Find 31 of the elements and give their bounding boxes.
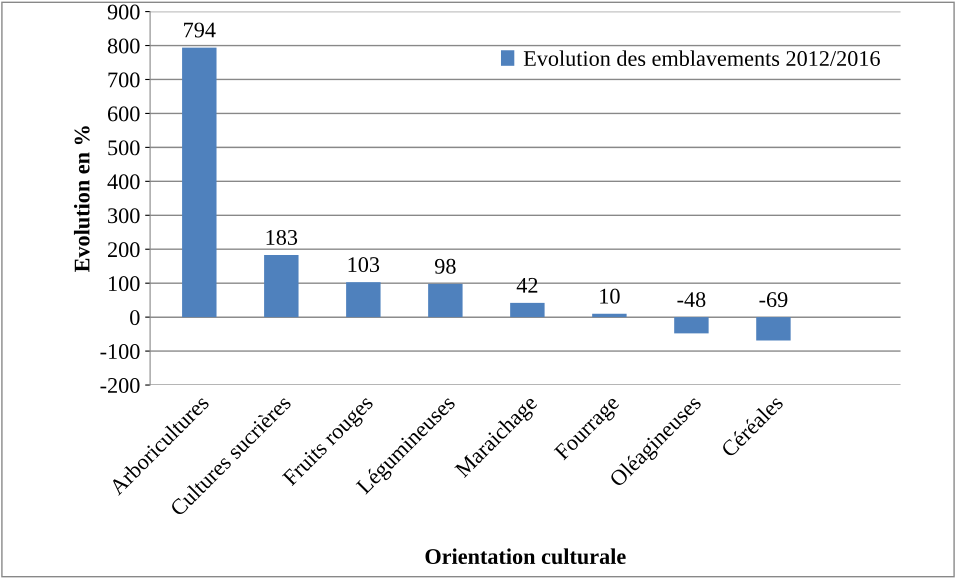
bar	[346, 282, 381, 318]
y-tick-label: 200	[108, 242, 140, 258]
data-label: 103	[348, 257, 380, 272]
y-tick-label: 700	[108, 72, 140, 88]
y-tick-label: 400	[107, 174, 140, 190]
data-label: 10	[600, 288, 620, 304]
y-tick-label: 300	[108, 208, 140, 224]
y-tick-label: -200	[100, 378, 140, 393]
x-axis-title: Orientation culturale	[426, 548, 626, 564]
data-label: -48	[677, 292, 706, 308]
legend-label: Evolution des emblavements 2012/2016	[524, 50, 880, 66]
bar	[592, 314, 627, 318]
data-label: 98	[434, 258, 456, 274]
data-label: -69	[759, 292, 788, 308]
y-tick-label: 600	[108, 106, 140, 122]
y-axis-title: Evolution en %	[74, 126, 90, 272]
y-tick-label: 100	[108, 276, 140, 292]
y-tick-label: 0	[130, 310, 140, 326]
data-label: 42	[516, 278, 538, 293]
data-label: 794	[184, 22, 216, 38]
bar	[756, 317, 791, 341]
bar	[264, 255, 299, 318]
y-tick-label: 500	[108, 140, 140, 156]
y-tick-label: 900	[108, 4, 140, 20]
y-tick-label: -100	[100, 344, 140, 360]
bar	[510, 302, 545, 318]
y-tick-label: 800	[108, 38, 140, 54]
bar	[674, 317, 709, 334]
data-label: 183	[266, 230, 298, 245]
bar	[182, 48, 217, 318]
bar	[428, 284, 463, 318]
